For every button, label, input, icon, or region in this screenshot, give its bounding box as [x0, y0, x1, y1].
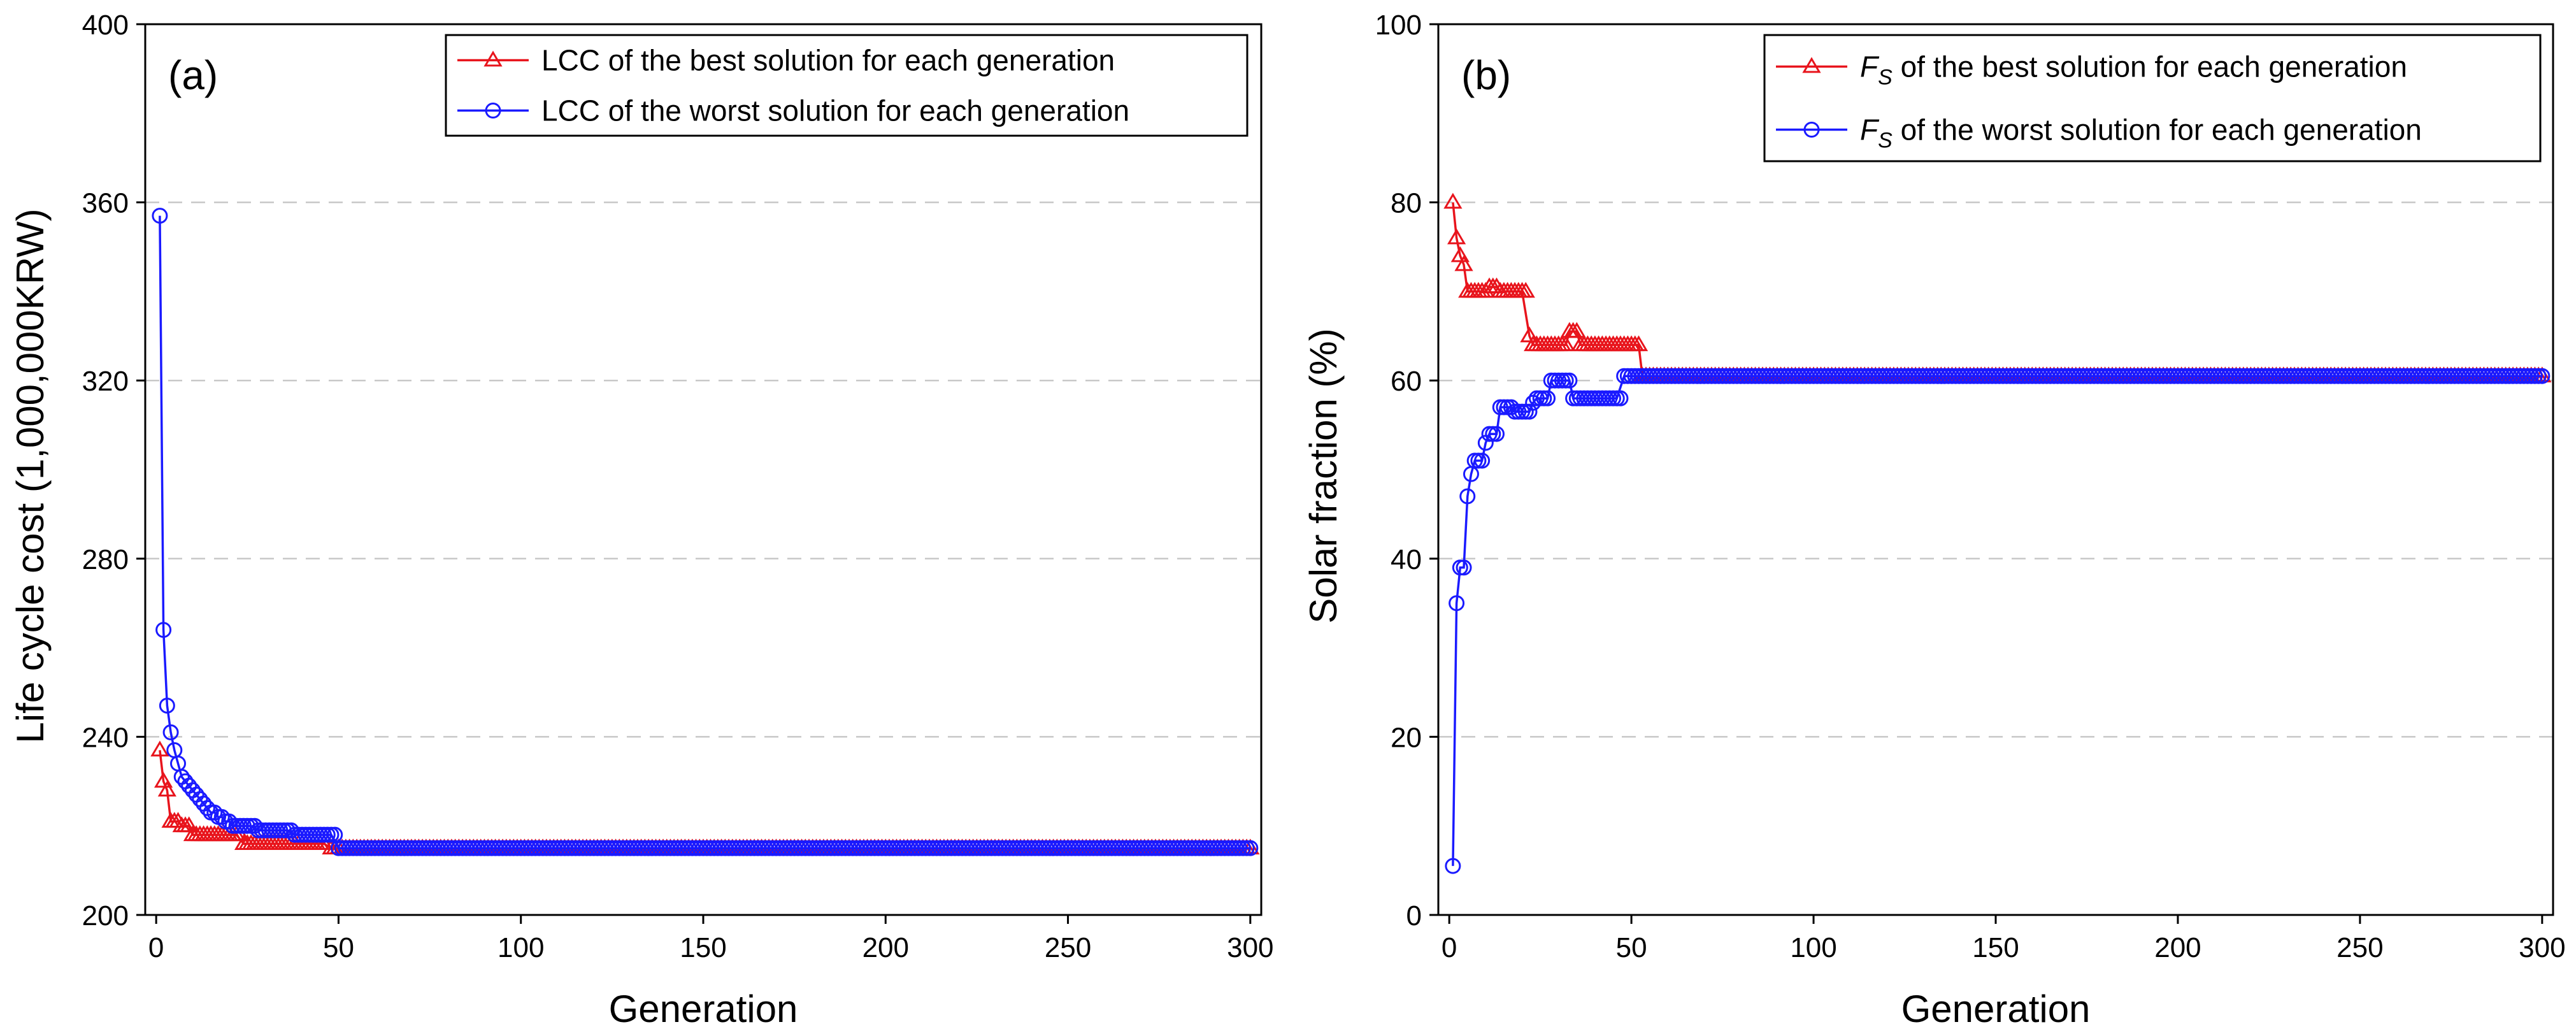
y-tick-label: 60: [1391, 366, 1422, 397]
data-point-worst: [1540, 390, 1556, 406]
legend-label-part: of the worst solution for each generatio…: [1893, 113, 2422, 147]
x-tick-label: 50: [1616, 932, 1647, 963]
y-tick-label: 240: [82, 722, 129, 753]
data-point-worst: [1459, 488, 1476, 505]
x-tick-label: 150: [1972, 932, 2019, 963]
y-tick-label: 280: [82, 544, 129, 575]
y-tick-label: 320: [82, 366, 129, 397]
data-point-worst: [162, 724, 179, 740]
plot-frame: [144, 23, 1263, 916]
x-axis-title: Generation: [1901, 988, 2091, 1030]
panel-label: (a): [168, 52, 218, 98]
x-tick-label: 250: [1045, 932, 1091, 963]
data-point-worst: [155, 622, 172, 638]
x-tick-label: 50: [323, 932, 354, 963]
y-tick-label: 200: [82, 900, 129, 932]
legend-label-part: F: [1860, 50, 1880, 83]
x-tick-label: 200: [2154, 932, 2201, 963]
y-tick-label: 100: [1375, 10, 1422, 41]
y-tick-label: 360: [82, 188, 129, 219]
series-line-worst: [159, 215, 1250, 849]
data-point-best: [1443, 192, 1463, 209]
x-tick-label: 0: [148, 932, 164, 963]
x-tick-label: 100: [497, 932, 544, 963]
data-point-best: [180, 816, 199, 833]
chart-panel-a: 0 50 100 150 200 250 300 200 240 280 320 360 400 Gene…: [9, 10, 1274, 1030]
legend-box: [445, 34, 1249, 137]
data-point-worst: [1612, 390, 1629, 406]
x-axis-title: Generation: [609, 988, 798, 1030]
legend-label-worst: FS of the worst solution for each genera…: [1860, 113, 2422, 153]
series-worst: [152, 208, 1259, 856]
series-line-worst: [1452, 375, 2542, 867]
y-tick-label: 80: [1391, 188, 1422, 219]
data-point-best: [1454, 255, 1473, 271]
data-point-worst: [1521, 403, 1538, 420]
legend-label-worst: LCC of the worst solution for each gener…: [541, 94, 1129, 127]
panel-label: (b): [1461, 52, 1511, 98]
x-tick-label: 200: [862, 932, 909, 963]
data-point-worst: [1456, 559, 1472, 576]
legend: FS of the best solution for each generat…: [1763, 34, 2542, 162]
y-tick-label: 400: [82, 10, 129, 41]
data-point-worst: [1474, 452, 1491, 469]
legend-marker-best: [483, 50, 503, 67]
data-point-best: [1447, 228, 1466, 245]
y-tick-label: 40: [1391, 544, 1422, 575]
legend-marker-best: [1802, 57, 1821, 73]
data-point-worst: [152, 208, 168, 224]
legend: LCC of the best solution for each genera…: [445, 34, 1249, 137]
legend-box: [1763, 34, 2542, 162]
data-point-best: [1520, 326, 1539, 343]
data-point-best: [154, 772, 173, 788]
data-point-worst: [1561, 372, 1578, 389]
data-point-worst: [159, 697, 175, 714]
data-point-best: [1556, 335, 1575, 352]
legend-label-part: S: [1878, 129, 1893, 153]
legend-label-part: of the best solution for each generation: [1893, 50, 2407, 83]
legend-label-best: FS of the best solution for each generat…: [1860, 50, 2407, 90]
legend-label-part: S: [1878, 66, 1893, 90]
x-tick-label: 150: [680, 932, 726, 963]
data-point-best: [1450, 246, 1470, 263]
legend-marker-worst: [1803, 122, 1820, 138]
x-tick-label: 300: [1227, 932, 1273, 963]
legend-label-part: LCC of the best solution for each genera…: [541, 44, 1115, 77]
data-point-best: [1629, 335, 1649, 352]
data-point-worst: [1445, 858, 1461, 874]
legend-label-best: LCC of the best solution for each genera…: [541, 44, 1115, 77]
data-point-worst: [2534, 368, 2551, 384]
data-point-best: [157, 781, 176, 797]
legend-label-part: F: [1860, 113, 1880, 147]
series-best: [1443, 192, 2552, 383]
data-point-worst: [1489, 426, 1505, 442]
x-tick-label: 250: [2336, 932, 2383, 963]
y-axis-title: Solar fraction (%): [1302, 328, 1345, 623]
x-tick-label: 100: [1790, 932, 1836, 963]
data-point-worst: [1242, 840, 1259, 856]
series-worst: [1445, 368, 2551, 874]
y-axis-title: Life cycle cost (1,000,000KRW): [9, 208, 52, 743]
data-point-worst: [1449, 595, 1465, 612]
data-point-best: [1567, 322, 1586, 338]
y-tick-label: 0: [1406, 900, 1422, 932]
y-tick-label: 20: [1391, 722, 1422, 753]
legend-marker-worst: [485, 103, 501, 119]
x-tick-label: 300: [2519, 932, 2565, 963]
x-tick-label: 0: [1442, 932, 1457, 963]
chart-panel-b: 0 50 100 150 200 250 300 0 20 40 60 80 100 Generation…: [1302, 10, 2566, 1030]
data-point-best: [1516, 282, 1535, 298]
legend-label-part: LCC of the worst solution for each gener…: [541, 94, 1129, 127]
data-point-best: [150, 740, 169, 757]
